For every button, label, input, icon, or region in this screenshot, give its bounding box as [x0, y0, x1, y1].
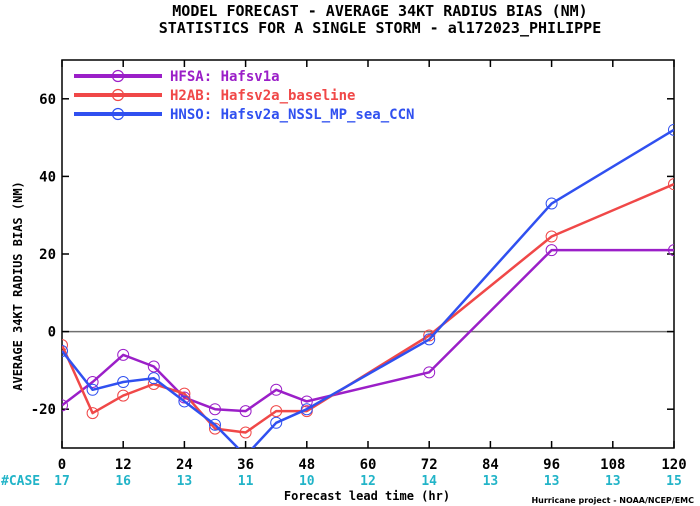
series-3: [62, 123, 674, 448]
legend-label: HFSA: Hafsv1a: [170, 69, 280, 85]
data-point: [300, 403, 313, 416]
data-point: [423, 329, 436, 342]
case-count: 13: [544, 474, 560, 489]
y-axis-label: AVERAGE 34KT RADIUS BIAS (NM): [11, 181, 25, 391]
case-count: 11: [238, 474, 254, 489]
series-2: [62, 178, 674, 439]
y-tick-label: 60: [39, 92, 56, 108]
series-line: [62, 248, 674, 413]
data-point: [62, 399, 68, 412]
data-point: [147, 372, 160, 385]
data-point: [270, 405, 283, 418]
y-tick-label: 0: [48, 325, 56, 341]
case-count: 13: [177, 474, 193, 489]
data-point: [300, 395, 313, 408]
data-point: [117, 389, 130, 402]
x-axis-ticks: 0 12 24 36 48 60 72 84 96 108 120: [58, 60, 687, 473]
chart-subtitle: STATISTICS FOR A SINGLE STORM - al172023…: [159, 19, 602, 37]
y-axis-ticks: -20 0 20 40 60: [31, 92, 674, 418]
legend-marker: [111, 88, 125, 102]
credit-text: Hurricane project - NOAA/NCEP/EMC: [531, 496, 694, 505]
x-tick-label: 72: [421, 457, 438, 473]
data-point: [423, 366, 436, 379]
case-label: #CASE: [1, 474, 40, 489]
x-tick-label: 24: [176, 457, 193, 473]
data-point: [545, 230, 558, 243]
y-tick-label: -20: [31, 402, 56, 418]
data-point: [239, 426, 252, 439]
data-point: [86, 383, 99, 396]
legend-label: HNSO: Hafsv2a_NSSL_MP_sea_CCN: [170, 107, 414, 123]
data-point: [668, 178, 674, 191]
data-point: [86, 407, 99, 420]
data-point: [668, 244, 674, 257]
legend-marker: [111, 69, 125, 83]
data-point: [239, 405, 252, 418]
series-line: [62, 128, 674, 448]
series-line: [62, 183, 674, 434]
x-tick-label: 120: [661, 457, 686, 473]
case-count: 12: [360, 474, 376, 489]
data-point: [209, 418, 221, 431]
data-point: [62, 339, 68, 352]
case-count: 16: [115, 474, 131, 489]
x-tick-label: 84: [482, 457, 499, 473]
data-point: [423, 333, 436, 346]
case-count: 13: [483, 474, 499, 489]
chart-title: MODEL FORECAST - AVERAGE 34KT RADIUS BIA…: [172, 2, 587, 20]
data-point: [270, 416, 283, 429]
x-axis-label: Forecast lead time (hr): [284, 489, 450, 503]
legend-label: H2AB: Hafsv2a_baseline: [170, 88, 355, 104]
series-1: [62, 244, 674, 418]
data-point: [178, 387, 191, 400]
x-tick-label: 0: [58, 457, 66, 473]
series-layer: [62, 123, 674, 448]
data-point: [62, 345, 68, 357]
x-tick-label: 60: [360, 457, 377, 473]
x-tick-label: 12: [115, 457, 132, 473]
legend: HFSA: Hafsv1a H2AB: Hafsv2a_baseline HNSO:…: [74, 69, 414, 123]
x-tick-label: 108: [600, 457, 625, 473]
case-count: 14: [421, 474, 437, 489]
case-count: 13: [605, 474, 621, 489]
data-point: [209, 403, 221, 416]
case-counts: 17 16 13 11 10 12 14 13 13 13 15: [54, 474, 682, 489]
x-tick-label: 96: [543, 457, 560, 473]
data-point: [117, 348, 130, 361]
case-count: 15: [666, 474, 682, 489]
data-point: [117, 376, 130, 389]
x-tick-label: 36: [237, 457, 254, 473]
y-tick-label: 40: [39, 169, 56, 185]
case-count: 10: [299, 474, 315, 489]
legend-marker: [111, 107, 125, 121]
data-point: [178, 395, 191, 408]
data-point: [545, 244, 558, 257]
data-point: [668, 123, 674, 136]
data-point: [270, 383, 283, 396]
x-tick-label: 48: [298, 457, 315, 473]
y-tick-label: 20: [39, 247, 56, 263]
case-count: 17: [54, 474, 70, 489]
data-point: [147, 360, 160, 373]
data-point: [545, 197, 558, 210]
